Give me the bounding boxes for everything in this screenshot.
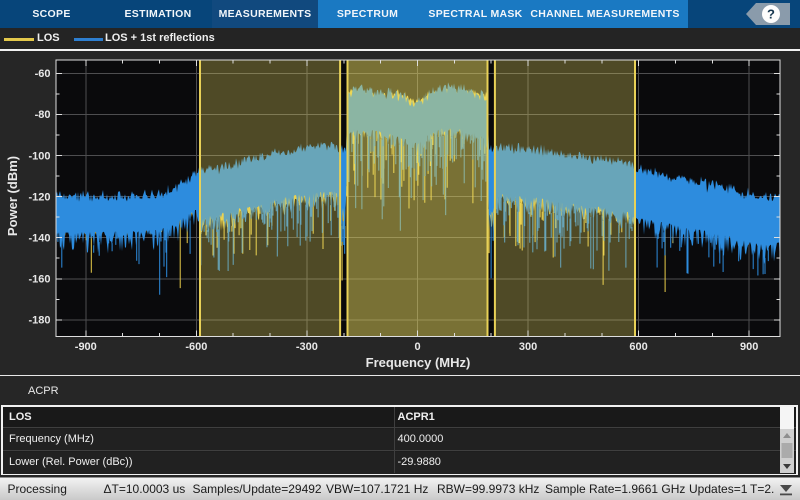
svg-text:-900: -900 <box>75 341 97 353</box>
svg-text:Frequency (MHz): Frequency (MHz) <box>366 355 471 370</box>
svg-text:-300: -300 <box>296 341 318 353</box>
svg-text:-100: -100 <box>28 150 50 162</box>
svg-text:-80: -80 <box>35 109 51 121</box>
svg-text:900: 900 <box>740 341 758 353</box>
svg-text:0: 0 <box>414 341 420 353</box>
svg-text:-180: -180 <box>28 315 50 327</box>
svg-text:Power (dBm): Power (dBm) <box>5 156 20 236</box>
svg-text:-120: -120 <box>28 191 50 203</box>
svg-text:-600: -600 <box>185 341 207 353</box>
svg-text:600: 600 <box>629 341 647 353</box>
svg-text:?: ? <box>767 7 775 22</box>
svg-text:-160: -160 <box>28 274 50 286</box>
svg-text:300: 300 <box>519 341 537 353</box>
svg-text:-60: -60 <box>35 68 51 80</box>
svg-text:-140: -140 <box>28 233 50 245</box>
